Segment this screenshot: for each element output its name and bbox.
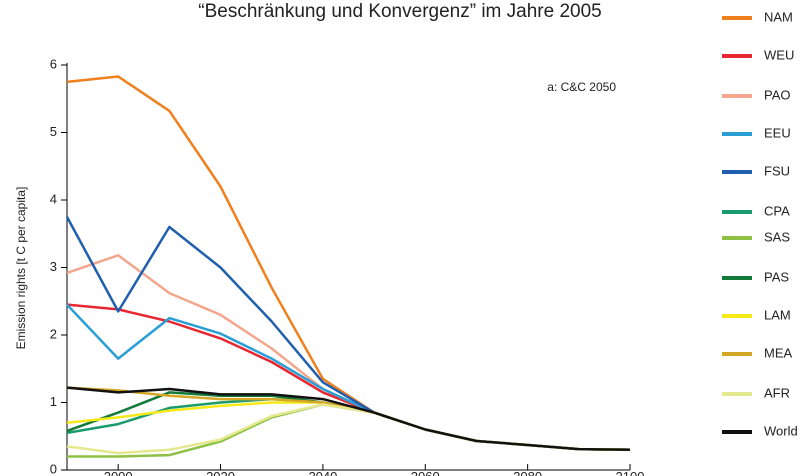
y-tick-label: 1 [50, 394, 57, 409]
y-tick-label: 4 [50, 191, 57, 206]
legend-label: World [764, 423, 798, 438]
y-tick-label: 0 [50, 461, 57, 476]
x-tick-label: 2060 [411, 469, 440, 476]
legend-label: FSU [764, 163, 790, 178]
legend-label: SAS [764, 229, 790, 244]
x-tick-label: 2020 [206, 469, 235, 476]
legend-label: AFR [764, 385, 790, 400]
legend-label: LAM [764, 307, 791, 322]
x-tick-label: 2040 [308, 469, 337, 476]
annotation: a: C&C 2050 [547, 80, 616, 94]
legend-label: PAS [764, 269, 789, 284]
y-tick-label: 5 [50, 124, 57, 139]
x-tick-label: 2000 [104, 469, 133, 476]
y-tick-label: 2 [50, 326, 57, 341]
x-tick-label: 2100 [616, 469, 645, 476]
y-tick-label: 6 [50, 56, 57, 71]
series-line [66, 386, 631, 452]
series-line [66, 254, 631, 452]
y-axis-label: Emission rights [t C per capita] [14, 187, 28, 350]
legend-label: WEU [764, 47, 794, 62]
series-line [66, 303, 631, 452]
legend-label: CPA [764, 203, 790, 218]
legend-label: PAO [764, 87, 791, 102]
legend-label: NAM [764, 9, 793, 24]
chart-title: “Beschränkung und Konvergenz” im Jahre 2… [198, 1, 601, 22]
series-line [66, 303, 631, 452]
y-tick-label: 3 [50, 259, 57, 274]
legend-label: MEA [764, 345, 793, 360]
x-tick-label: 2080 [513, 469, 542, 476]
legend-label: EEU [764, 125, 791, 140]
